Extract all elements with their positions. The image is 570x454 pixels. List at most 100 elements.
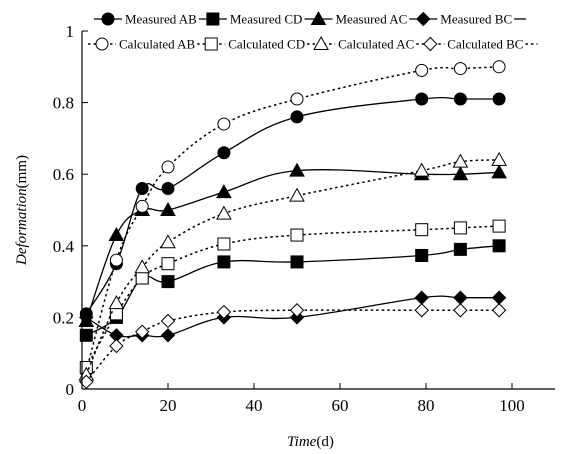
data-point xyxy=(491,164,507,179)
series-line xyxy=(85,169,500,322)
legend: Measured AB Measured CD Measured AC Measure… xyxy=(88,10,538,52)
data-point xyxy=(79,328,93,342)
data-point xyxy=(160,234,176,249)
x-tick-label: 80 xyxy=(418,396,435,415)
legend-label: Calculated AC xyxy=(338,37,414,52)
legend-entry: Measured AC xyxy=(304,10,407,27)
data-point xyxy=(109,307,123,321)
x-tick-label: 60 xyxy=(332,396,349,415)
series-measured-ab xyxy=(79,92,506,321)
data-point xyxy=(135,182,149,196)
data-point xyxy=(491,290,507,305)
data-point xyxy=(290,228,304,242)
legend-label: Measured CD xyxy=(230,12,303,27)
axes-layer: 0 20 40 60 80 100 0 0.2 0.4 0.6 0.8 1 xyxy=(53,22,555,415)
data-point xyxy=(161,275,175,289)
y-tick-label: 1 xyxy=(66,22,75,41)
data-point xyxy=(217,237,231,251)
data-point xyxy=(453,303,468,318)
legend-marker xyxy=(313,35,329,50)
y-tick-label: 0.4 xyxy=(53,237,75,256)
legend-entry: Calculated AB xyxy=(88,37,196,52)
legend-entry: Calculated AC xyxy=(307,35,414,52)
data-point xyxy=(290,110,304,124)
data-point xyxy=(290,255,304,269)
legend-entry: Measured BC xyxy=(409,12,512,27)
series-line xyxy=(85,295,500,338)
x-axis-title-unit: (d) xyxy=(316,434,334,450)
series-calculated-cd xyxy=(79,219,506,375)
data-point xyxy=(453,221,467,235)
data-point xyxy=(491,151,507,166)
y-axis-title-main: Deformation xyxy=(14,188,30,266)
data-point xyxy=(289,187,305,202)
data-point xyxy=(109,253,123,267)
data-point xyxy=(216,205,232,220)
data-point xyxy=(415,63,429,77)
y-tick-label: 0.8 xyxy=(53,94,74,113)
y-axis-title-unit: (mm) xyxy=(14,155,30,188)
data-point xyxy=(290,92,304,106)
legend-label: Measured AB xyxy=(125,12,197,27)
legend-marker xyxy=(204,37,218,51)
series-layer xyxy=(78,60,507,390)
data-point xyxy=(217,255,231,269)
legend-marker xyxy=(206,12,220,26)
data-point xyxy=(492,219,506,233)
series-calculated-ac xyxy=(78,151,507,381)
legend-label: Calculated CD xyxy=(228,37,305,52)
data-point xyxy=(415,92,429,106)
y-tick-label: 0 xyxy=(66,380,75,399)
data-point xyxy=(491,303,507,318)
series-line xyxy=(85,159,500,375)
x-tick-label: 100 xyxy=(499,396,525,415)
data-point xyxy=(492,92,506,106)
x-tick-label: 40 xyxy=(246,396,263,415)
legend-label: Measured AC xyxy=(335,12,407,27)
data-point xyxy=(109,338,124,354)
data-point xyxy=(453,62,467,76)
legend-label: Measured BC xyxy=(440,12,512,27)
legend-entry: Measured CD xyxy=(198,12,303,27)
data-point xyxy=(216,184,232,199)
legend-label: Calculated BC xyxy=(447,37,523,52)
x-axis-title-main: Time xyxy=(287,434,317,450)
legend-entry: Measured AB xyxy=(94,12,197,27)
series-line xyxy=(85,96,500,315)
data-point xyxy=(160,201,176,216)
data-point xyxy=(135,271,149,285)
series-calculated-bc xyxy=(79,303,507,390)
data-point xyxy=(492,239,506,253)
y-tick-label: 0.6 xyxy=(53,165,74,184)
data-point xyxy=(289,303,305,318)
y-axis-title: Deformation(mm) xyxy=(14,155,30,266)
series-line xyxy=(85,245,500,336)
data-point xyxy=(134,259,151,274)
legend-marker xyxy=(310,10,327,25)
data-point xyxy=(289,162,305,177)
data-point xyxy=(161,160,175,174)
data-point xyxy=(452,153,469,168)
data-point xyxy=(161,257,175,271)
data-point xyxy=(415,248,429,262)
data-point xyxy=(217,117,231,131)
data-point xyxy=(108,295,125,310)
data-point xyxy=(453,290,468,305)
legend-marker xyxy=(423,36,438,52)
data-point xyxy=(135,199,149,213)
series-line xyxy=(85,225,500,368)
y-tick-label: 0.2 xyxy=(53,308,74,327)
legend-marker xyxy=(101,12,115,26)
series-line xyxy=(85,309,500,383)
data-point xyxy=(413,162,430,177)
x-axis-title: Time(d) xyxy=(287,434,334,450)
legend-label: Calculated AB xyxy=(119,37,196,52)
data-point xyxy=(452,166,469,181)
series-measured-cd xyxy=(79,239,506,342)
data-point xyxy=(161,182,175,196)
legend-marker xyxy=(416,11,431,27)
data-point xyxy=(217,146,231,160)
data-point xyxy=(216,304,232,320)
legend-entry: Calculated CD xyxy=(197,37,305,52)
data-point xyxy=(160,328,176,343)
